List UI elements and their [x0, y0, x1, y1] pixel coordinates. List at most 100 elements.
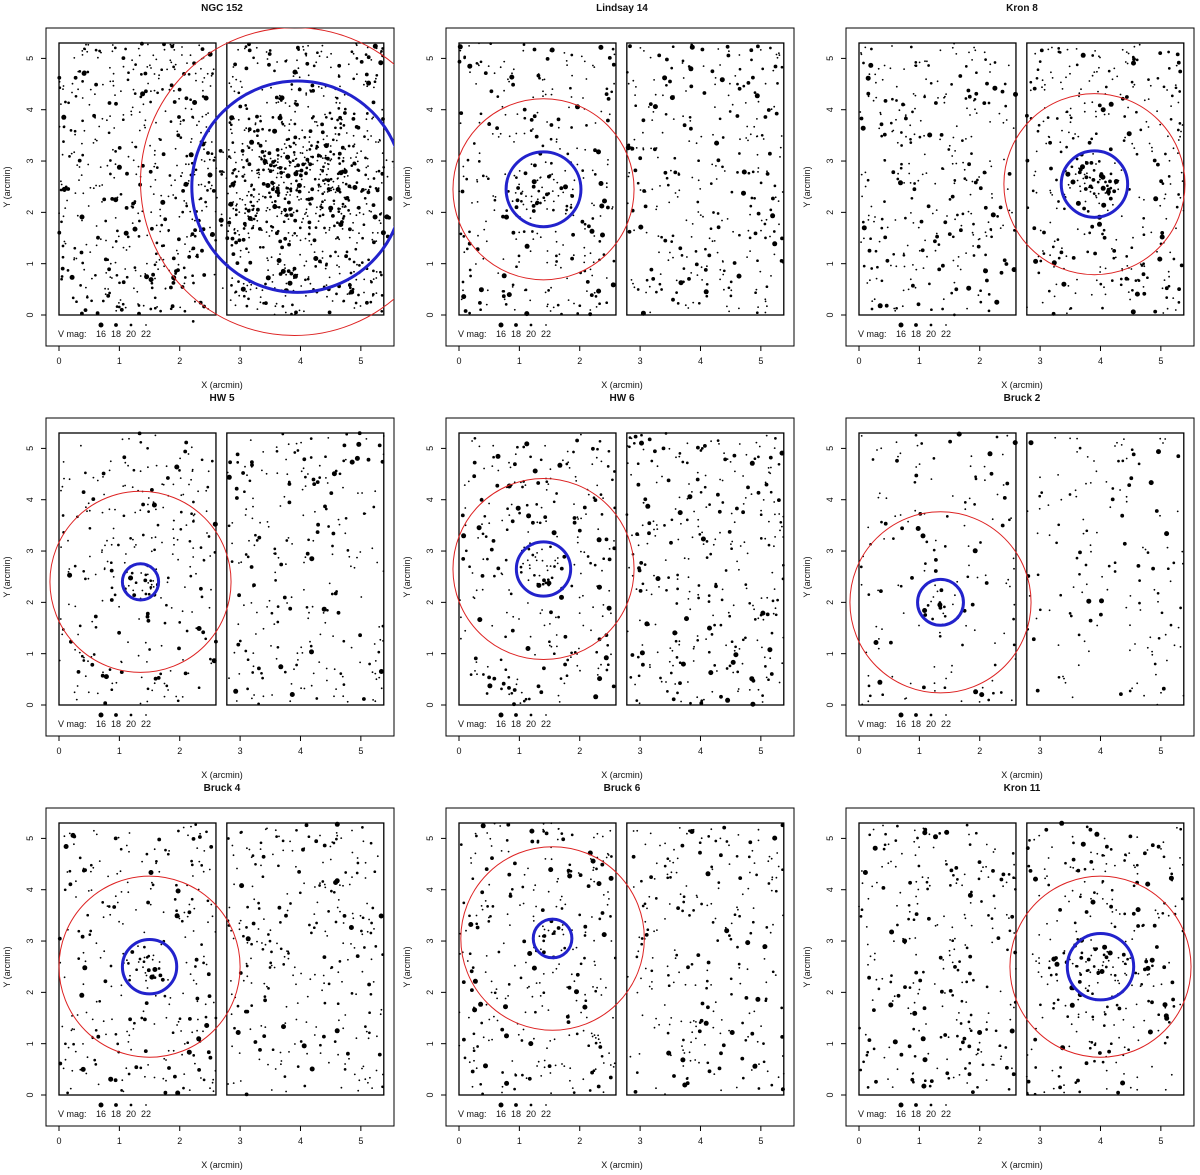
star-point — [1055, 207, 1058, 210]
star-point — [593, 498, 598, 502]
star-point — [479, 60, 483, 64]
star-point — [283, 495, 286, 498]
star-point — [85, 286, 87, 289]
star-point — [220, 170, 224, 173]
star-point — [1130, 309, 1136, 315]
star-point — [61, 153, 64, 156]
star-point — [1013, 229, 1016, 232]
star-point — [611, 62, 616, 67]
star-point — [104, 287, 106, 290]
star-point — [182, 493, 185, 496]
star-point — [867, 700, 870, 703]
star-point — [235, 452, 240, 457]
star-point — [172, 1049, 175, 1052]
star-point — [1083, 102, 1086, 105]
star-point — [298, 137, 301, 140]
star-point — [764, 236, 767, 240]
star-point — [961, 139, 964, 142]
star-point — [541, 548, 543, 551]
star-point — [300, 646, 303, 649]
star-point — [751, 75, 755, 80]
star-point — [351, 851, 354, 854]
star-point — [1057, 523, 1061, 527]
star-point — [194, 300, 196, 303]
star-point — [286, 186, 290, 190]
star-point — [88, 103, 91, 106]
star-point — [77, 633, 79, 636]
star-point — [229, 299, 232, 301]
star-point — [1032, 226, 1037, 231]
star-point — [70, 152, 73, 155]
star-point — [604, 633, 609, 637]
star-point — [596, 484, 599, 487]
star-point — [386, 175, 389, 178]
star-point — [522, 49, 525, 52]
star-point — [696, 274, 699, 276]
star-point — [314, 973, 316, 976]
star-point — [549, 468, 552, 471]
star-point — [334, 133, 337, 135]
star-point — [552, 178, 555, 181]
star-point — [1004, 262, 1009, 266]
star-point — [85, 1072, 88, 1075]
star-point — [1007, 64, 1010, 67]
star-point — [352, 161, 357, 166]
star-point — [204, 141, 207, 144]
star-point — [923, 95, 926, 99]
star-point — [197, 686, 201, 690]
star-point — [708, 670, 714, 676]
star-point — [584, 254, 586, 257]
star-point — [101, 901, 105, 904]
star-point — [279, 114, 282, 117]
star-point — [371, 231, 374, 234]
star-point — [655, 208, 658, 211]
star-point — [1057, 200, 1060, 203]
star-point — [131, 141, 134, 144]
star-point — [1079, 185, 1081, 188]
star-point — [146, 262, 148, 265]
star-point — [343, 107, 347, 111]
star-point — [750, 493, 753, 495]
star-point — [899, 514, 902, 516]
star-point — [600, 513, 604, 516]
star-point — [237, 593, 242, 598]
star-point — [302, 146, 305, 148]
star-point — [582, 624, 585, 627]
star-point — [177, 115, 181, 119]
star-point — [688, 590, 691, 593]
star-point — [356, 205, 361, 210]
star-point — [394, 163, 396, 165]
star-point — [1167, 284, 1171, 288]
star-point — [608, 113, 611, 116]
star-point — [709, 552, 713, 556]
star-point — [1071, 256, 1076, 260]
star-point — [1113, 561, 1117, 565]
star-point — [1147, 98, 1150, 100]
star-point — [606, 97, 611, 101]
star-point — [183, 1043, 186, 1045]
star-point — [611, 206, 614, 208]
star-point — [246, 905, 249, 909]
star-point — [121, 280, 126, 285]
star-point — [244, 649, 248, 653]
star-point — [252, 665, 255, 668]
star-point — [377, 1052, 382, 1057]
star-point — [153, 676, 158, 681]
star-point — [1003, 632, 1006, 635]
star-point — [192, 556, 195, 558]
star-point — [59, 188, 63, 192]
star-point — [682, 115, 684, 118]
star-point — [272, 169, 275, 172]
x-tick-label: 0 — [856, 746, 861, 756]
star-point — [713, 240, 716, 242]
star-point — [746, 552, 749, 555]
star-point — [1167, 175, 1171, 178]
star-point — [326, 935, 329, 937]
star-point — [255, 128, 260, 133]
star-point — [778, 52, 780, 55]
star-point — [599, 493, 603, 496]
star-point — [82, 192, 85, 195]
star-point — [991, 679, 994, 682]
panel-title: Lindsay 14 — [596, 3, 648, 14]
star-point — [718, 117, 722, 121]
